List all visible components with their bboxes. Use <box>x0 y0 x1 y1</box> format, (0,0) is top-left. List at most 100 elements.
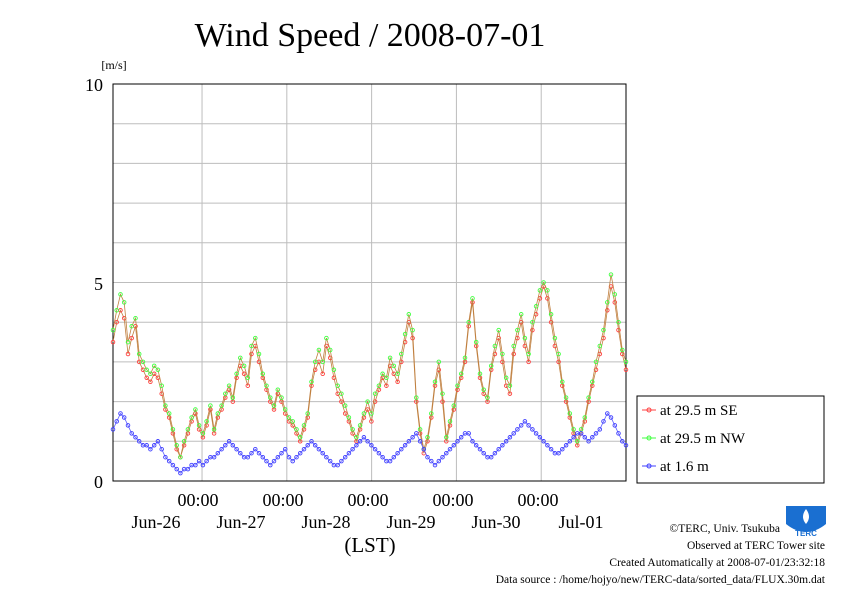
data-point <box>324 454 329 460</box>
data-point <box>616 327 621 333</box>
data-point <box>458 371 464 377</box>
data-point <box>605 300 610 305</box>
legend-label-low: at 1.6 m <box>660 459 709 475</box>
data-point <box>384 383 389 388</box>
observed-text: Observed at TERC Tower site <box>687 540 825 552</box>
data-point <box>327 458 333 464</box>
data-point <box>163 403 168 408</box>
data-point <box>249 351 254 357</box>
data-point <box>507 391 513 396</box>
data-point <box>110 427 116 432</box>
data-point <box>185 466 191 472</box>
legend-box <box>636 395 825 484</box>
data-point <box>279 450 284 456</box>
data-point <box>473 339 479 345</box>
data-point <box>155 439 161 444</box>
x-tick-label: 00:00 <box>432 490 473 510</box>
data-point <box>320 450 325 456</box>
x-axis-label: (LST) <box>344 533 395 557</box>
series-line <box>112 412 627 474</box>
data-point <box>503 375 509 381</box>
data-point <box>391 454 397 460</box>
data-point <box>541 280 546 285</box>
x-day-label: Jun-29 <box>387 512 436 532</box>
data-point <box>545 288 550 293</box>
chart-title: Wind Speed / 2008-07-01 <box>195 17 546 54</box>
data-point <box>548 446 554 452</box>
data-point <box>125 351 131 357</box>
data-point <box>305 411 310 416</box>
x-day-label: Jun-30 <box>472 512 521 532</box>
data-point <box>264 458 269 464</box>
data-point <box>530 427 535 432</box>
data-point <box>163 454 168 460</box>
data-point <box>230 443 236 448</box>
data-point <box>148 446 153 452</box>
data-point <box>455 439 460 444</box>
data-point <box>500 443 505 448</box>
data-point <box>200 431 206 436</box>
data-point <box>515 427 520 432</box>
data-point <box>357 423 363 428</box>
data-point <box>447 446 453 452</box>
data-point <box>129 431 134 436</box>
data-point <box>256 450 262 456</box>
data-point <box>174 443 179 448</box>
data-point <box>121 415 127 420</box>
data-point <box>320 371 325 377</box>
data-point <box>193 462 198 468</box>
data-point <box>148 379 153 385</box>
data-point <box>294 454 299 460</box>
x-tick-label: 00:00 <box>347 490 388 510</box>
data-point <box>354 443 359 448</box>
data-point <box>241 363 247 369</box>
data-point <box>620 347 625 353</box>
data-point <box>219 446 224 452</box>
data-point <box>110 339 116 345</box>
data-point <box>608 272 614 277</box>
data-point <box>350 427 355 432</box>
data-point <box>223 443 228 448</box>
data-point <box>533 431 539 436</box>
data-point <box>623 359 629 365</box>
data-point <box>234 371 239 377</box>
data-point <box>436 359 442 365</box>
data-point <box>230 395 236 400</box>
data-point <box>395 379 400 385</box>
data-point <box>256 351 262 357</box>
data-point <box>586 395 591 400</box>
data-point <box>410 435 415 440</box>
data-point <box>414 431 419 436</box>
data-point <box>593 431 599 436</box>
data-point <box>159 383 164 388</box>
data-point <box>249 450 254 456</box>
data-point <box>399 351 404 357</box>
x-day-label: Jun-28 <box>302 512 351 532</box>
data-point <box>121 300 127 305</box>
data-point <box>616 319 621 325</box>
data-point <box>387 355 393 361</box>
data-point <box>593 359 599 365</box>
data-point <box>522 419 528 424</box>
data-point <box>492 450 498 456</box>
data-point <box>477 446 483 452</box>
copyright-text: ©TERC, Univ. Tsukuba <box>670 523 780 535</box>
data-point <box>402 331 408 337</box>
data-point <box>361 435 367 440</box>
data-point <box>279 395 284 400</box>
data-point <box>500 359 505 365</box>
data-point <box>537 288 543 293</box>
data-point <box>612 300 618 305</box>
data-point <box>391 363 397 369</box>
data-point <box>151 443 157 448</box>
data-point <box>500 351 505 357</box>
data-point <box>133 315 138 321</box>
data-point <box>563 443 569 448</box>
data-point <box>151 363 157 369</box>
data-point <box>578 431 584 436</box>
data-point <box>571 435 576 440</box>
data-point <box>365 399 370 404</box>
data-point <box>545 443 550 448</box>
data-point <box>331 367 337 373</box>
